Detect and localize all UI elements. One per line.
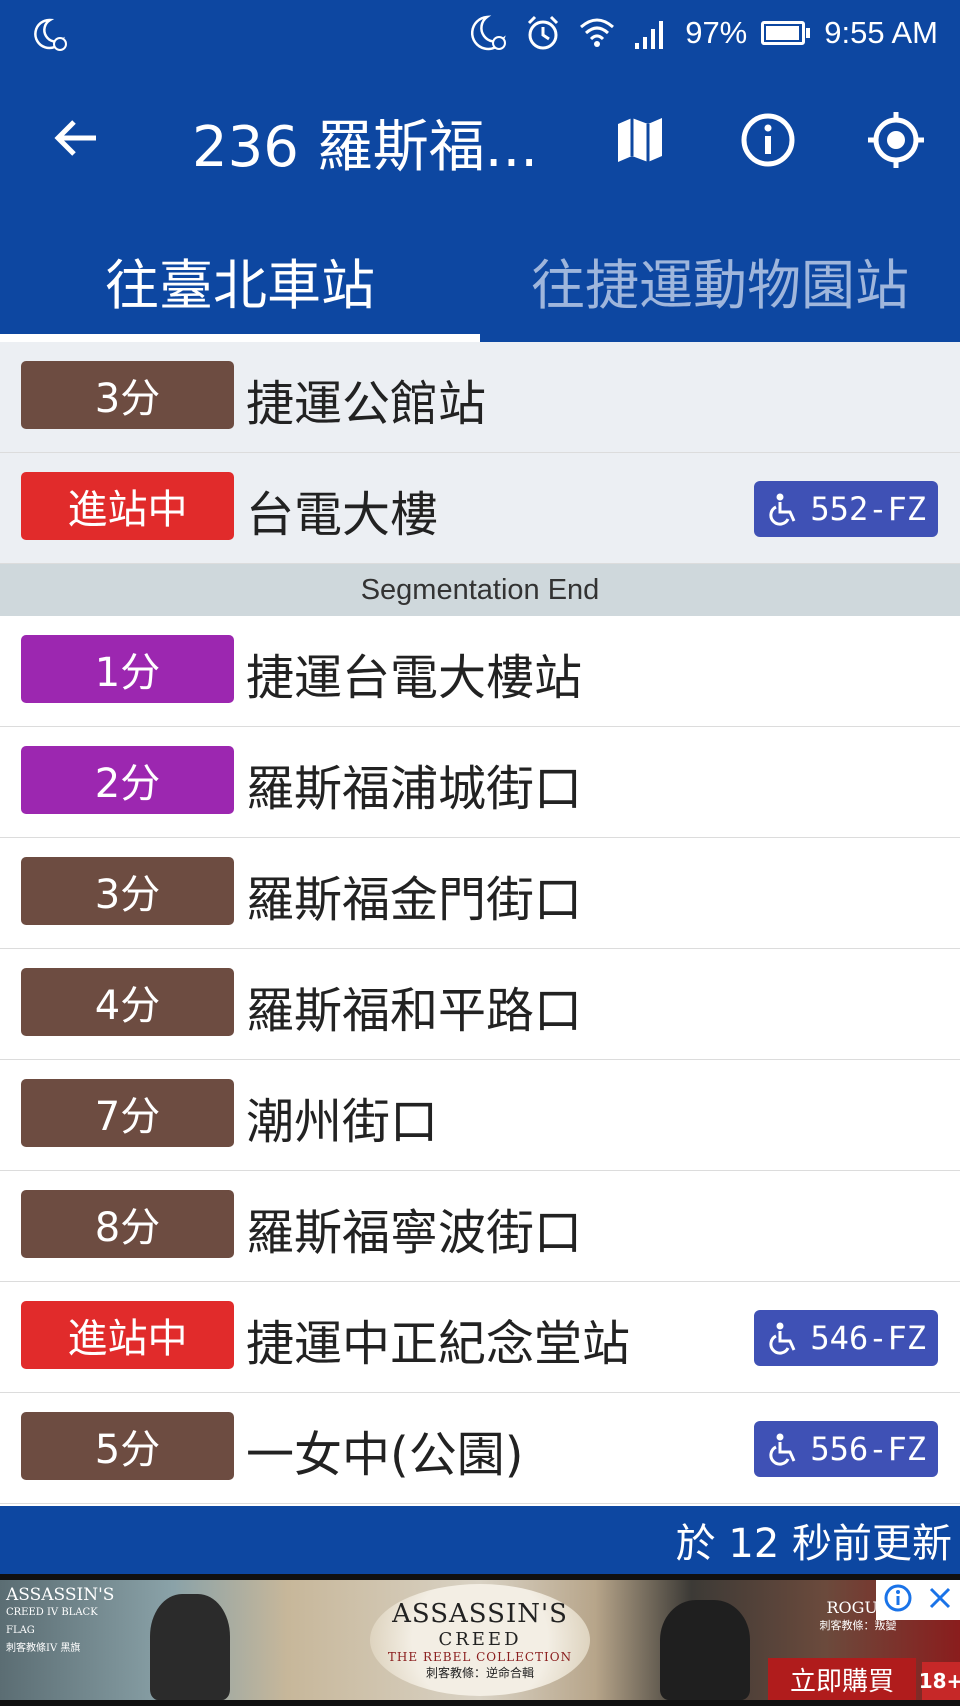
list-item[interactable]: 2分 羅斯福浦城街口: [0, 727, 960, 838]
arrow-left-icon: [54, 120, 96, 156]
stop-list[interactable]: 3分 捷運公館站 進站中 台電大樓 552-FZ Segmentation En…: [0, 342, 960, 1504]
do-not-disturb-icon: [30, 14, 70, 54]
eta-badge: 進站中: [21, 472, 234, 540]
info-icon: [741, 113, 795, 167]
stop-name: 一女中(公園): [246, 1427, 524, 1483]
eta-badge: 3分: [21, 857, 234, 925]
tab-indicator: [0, 334, 480, 342]
ad-banner[interactable]: ASSASSIN'S CREED IV BLACK FLAG 刺客教條IV 黑旗…: [0, 1574, 960, 1706]
stop-name: 捷運公館站: [246, 376, 487, 432]
eta-badge: 4分: [21, 968, 234, 1036]
stop-name: 台電大樓: [246, 487, 439, 543]
stop-name: 潮州街口: [246, 1094, 439, 1150]
ad-logo-left: ASSASSIN'S CREED IV BLACK FLAG 刺客教條IV 黑旗: [6, 1585, 115, 1654]
bus-plate-badge: 552-FZ: [754, 481, 938, 537]
list-item[interactable]: 進站中 捷運中正紀念堂站 546-FZ: [0, 1282, 960, 1393]
eta-badge: 2分: [21, 746, 234, 814]
eta-badge: 3分: [21, 361, 234, 429]
info-button[interactable]: [734, 106, 802, 174]
stop-name: 羅斯福寧波街口: [246, 1205, 583, 1261]
eta-badge: 8分: [21, 1190, 234, 1258]
wheelchair-icon: [769, 1433, 796, 1466]
moon-icon: [469, 13, 509, 53]
list-item[interactable]: 7分 潮州街口: [0, 1060, 960, 1171]
ad-buy-button[interactable]: 立即購買: [768, 1658, 916, 1700]
alarm-icon: [523, 13, 563, 53]
clock: 9:55 AM: [824, 15, 938, 50]
eta-badge: 1分: [21, 635, 234, 703]
list-item[interactable]: 5分 一女中(公園) 556-FZ: [0, 1393, 960, 1504]
list-item[interactable]: 3分 捷運公館站: [0, 342, 960, 453]
eta-badge: 進站中: [21, 1301, 234, 1369]
update-text: 於 12 秒前更新: [675, 1521, 952, 1567]
page-title: 236 羅斯福...: [192, 115, 539, 180]
eta-badge: 7分: [21, 1079, 234, 1147]
stop-name: 捷運台電大樓站: [246, 650, 583, 706]
gps-icon: [868, 112, 924, 168]
bus-plate-badge: 556-FZ: [754, 1421, 938, 1477]
eta-badge: 5分: [21, 1412, 234, 1480]
tab-to-taipei-station[interactable]: 往臺北車站: [105, 253, 375, 317]
stop-name: 捷運中正紀念堂站: [246, 1316, 631, 1372]
list-item[interactable]: 1分 捷運台電大樓站: [0, 616, 960, 727]
locate-button[interactable]: [862, 106, 930, 174]
stop-name: 羅斯福浦城街口: [246, 761, 583, 817]
bus-plate: 546-FZ: [810, 1319, 926, 1357]
ad-rating-badge: 18+: [919, 1662, 960, 1700]
update-status-bar: 於 12 秒前更新: [0, 1506, 960, 1574]
bus-plate: 556-FZ: [810, 1430, 926, 1468]
battery-icon: [761, 21, 811, 45]
bus-plate: 552-FZ: [810, 490, 926, 528]
back-button[interactable]: [44, 106, 108, 170]
close-icon: [929, 1587, 950, 1609]
wheelchair-icon: [769, 1322, 796, 1355]
map-icon: [618, 118, 662, 162]
stop-name: 羅斯福和平路口: [246, 983, 583, 1039]
list-item[interactable]: 8分 羅斯福寧波街口: [0, 1171, 960, 1282]
segment-end-label: Segmentation End: [0, 564, 960, 616]
ad-figure-right: [660, 1600, 750, 1700]
info-icon: [884, 1584, 911, 1612]
wifi-icon: [577, 13, 617, 53]
list-item[interactable]: 4分 羅斯福和平路口: [0, 949, 960, 1060]
direction-tabs: 往臺北車站 往捷運動物園站: [0, 218, 960, 342]
battery-percent: 97%: [685, 15, 748, 50]
ad-close-button[interactable]: [926, 1584, 954, 1616]
map-button[interactable]: [606, 106, 674, 174]
bus-plate-badge: 546-FZ: [754, 1310, 938, 1366]
ad-controls: [876, 1580, 960, 1620]
ad-info-button[interactable]: [883, 1583, 913, 1617]
list-item[interactable]: 3分 羅斯福金門街口: [0, 838, 960, 949]
wheelchair-icon: [769, 493, 796, 526]
app-bar: 236 羅斯福...: [0, 66, 960, 218]
list-item[interactable]: 進站中 台電大樓 552-FZ: [0, 453, 960, 564]
status-bar: 97% 9:55 AM: [0, 0, 960, 66]
ad-figure-left: [150, 1594, 230, 1700]
ad-logo-right: ROGUE 刺客教條：叛變: [819, 1598, 897, 1632]
tab-to-zoo-station[interactable]: 往捷運動物園站: [531, 253, 909, 317]
stop-name: 羅斯福金門街口: [246, 872, 583, 928]
signal-icon: [631, 13, 671, 53]
ad-center-logo: ASSASSIN'S CREED THE REBEL COLLECTION 刺客…: [370, 1584, 590, 1696]
